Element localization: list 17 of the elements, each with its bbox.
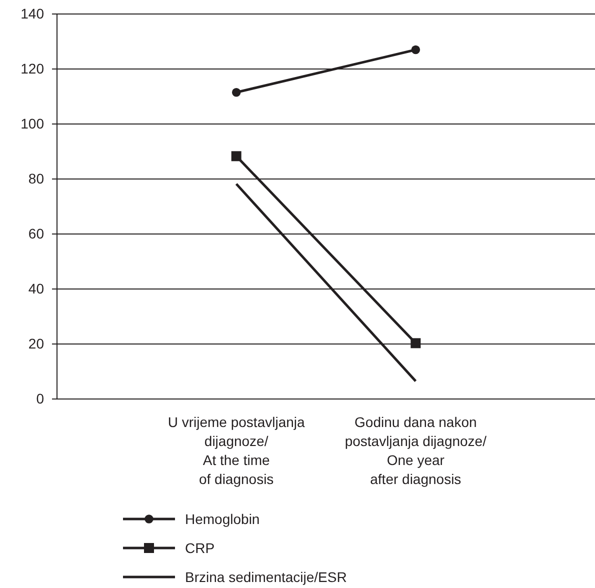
y-tick-label: 40 [28,280,44,296]
point [411,45,420,54]
legend-label: Brzina sedimentacije/ESR [185,569,347,585]
y-tick-label: 120 [20,60,44,76]
y-tick-label: 100 [20,115,44,132]
point [231,151,242,162]
x-tick-label: Godinu dana nakon postavljanja dijagnoze/ One year after diagnosis [344,414,487,487]
legend-label: Hemoglobin [185,511,260,527]
y-tick-label: 60 [28,225,44,242]
point [410,338,421,348]
legend-label: CRP [185,540,215,556]
y-tick-label: 20 [28,335,44,352]
y-tick-label: 140 [20,5,44,22]
y-tick-label: 80 [28,170,44,186]
y-tick-label: 0 [36,390,44,406]
x-tick-label: U vrijeme postavljanja dijagnoze/ At the time of diagnosis [168,414,306,487]
point [232,88,241,97]
